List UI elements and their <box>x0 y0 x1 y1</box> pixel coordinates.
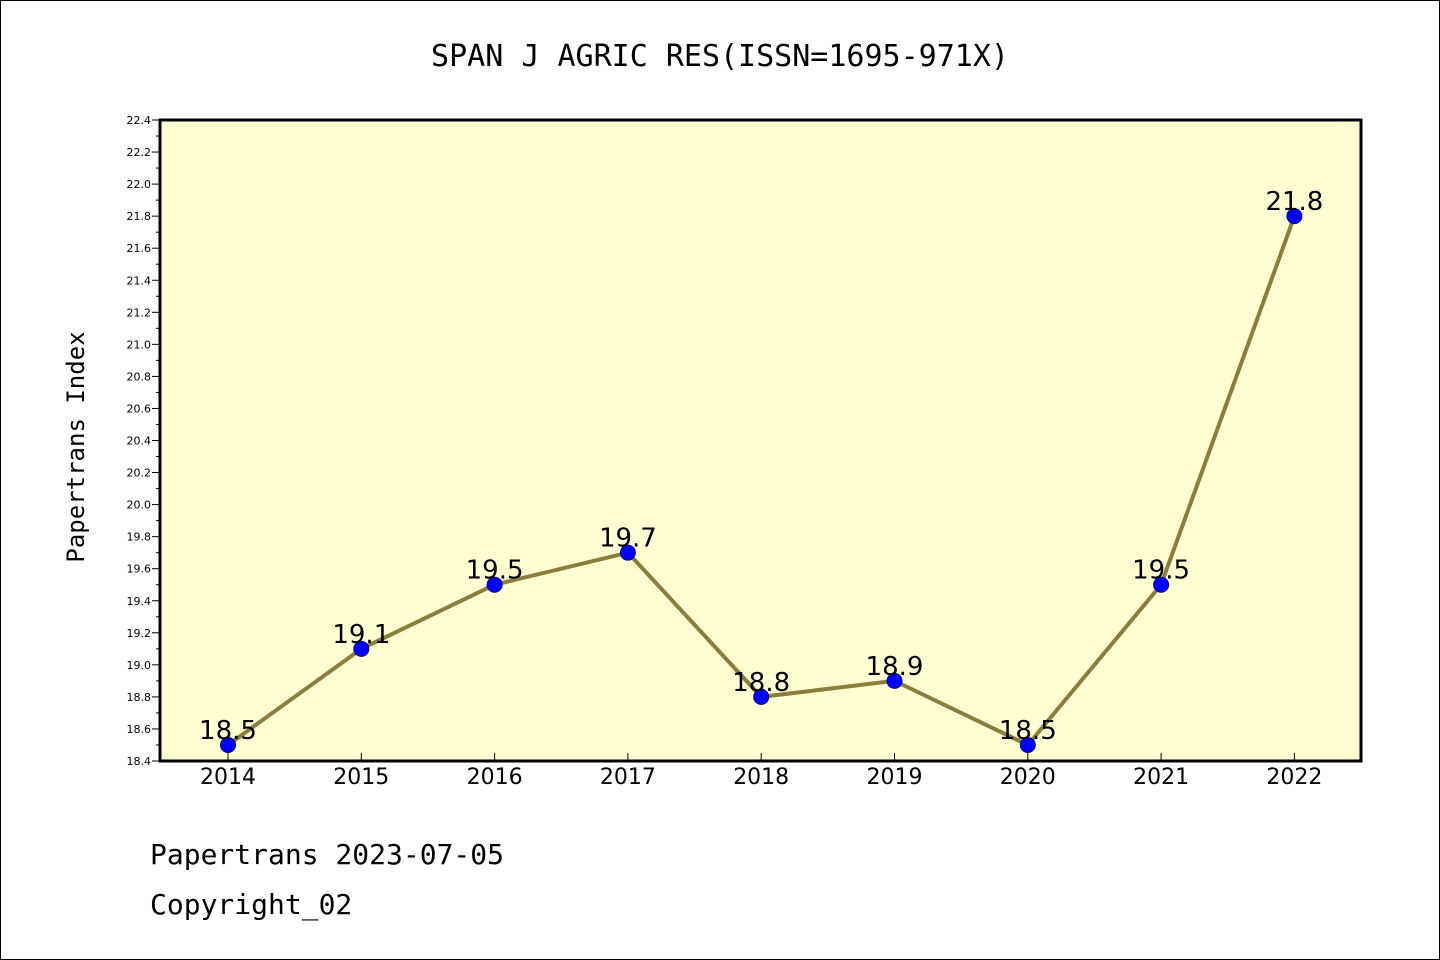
x-tick-label: 2018 <box>733 765 789 790</box>
y-tick-label: 19.8 <box>127 531 152 544</box>
y-tick-label: 18.6 <box>127 723 152 736</box>
data-point <box>1019 736 1036 753</box>
footer-date: Papertrans 2023-07-05 <box>150 838 504 871</box>
y-tick-label: 20.8 <box>127 370 152 383</box>
y-tick-label: 19.6 <box>127 563 152 576</box>
data-label: 19.1 <box>332 620 390 650</box>
data-point <box>1153 576 1170 593</box>
data-point <box>353 640 370 657</box>
data-point <box>886 672 903 689</box>
y-tick-label: 20.6 <box>127 402 152 415</box>
y-axis-label: Papertrans Index <box>62 331 90 562</box>
data-point <box>486 576 503 593</box>
y-axis: 18.4 18.6 18.8 19.0 19.2 19.4 19.6 19.8 20.0 20.2… <box>127 114 160 768</box>
data-label-group: 18.5 19.1 19.5 19.7 18.8 18.9 18.5 19.5 21.8 <box>199 187 1323 746</box>
data-label: 19.5 <box>466 556 524 586</box>
series-group <box>220 208 1303 753</box>
x-tick-label: 2014 <box>200 765 256 790</box>
data-label: 18.5 <box>199 716 257 746</box>
x-tick-label: 2022 <box>1266 765 1322 790</box>
x-tick-label: 2017 <box>600 765 656 790</box>
data-label: 21.8 <box>1265 187 1323 217</box>
x-tick-label: 2020 <box>1000 765 1056 790</box>
y-tick-label: 21.6 <box>127 242 152 255</box>
y-tick-label: 21.0 <box>127 338 152 351</box>
data-label: 19.5 <box>1132 556 1190 586</box>
y-tick-label: 19.0 <box>127 659 152 672</box>
y-tick-label: 18.8 <box>127 691 152 704</box>
y-tick-label: 21.2 <box>127 306 152 319</box>
y-tick-label: 19.4 <box>127 595 152 608</box>
data-label: 18.8 <box>732 668 790 698</box>
chart-title: SPAN J AGRIC RES(ISSN=1695-971X) <box>431 39 1009 74</box>
y-tick-label: 18.4 <box>127 755 152 768</box>
x-tick-label: 2019 <box>867 765 923 790</box>
x-tick-label: 2015 <box>333 765 389 790</box>
data-label: 18.5 <box>999 716 1057 746</box>
y-tick-label: 22.0 <box>127 178 152 191</box>
y-tick-label: 20.0 <box>127 499 152 512</box>
y-tick-label: 22.4 <box>127 114 152 127</box>
data-point <box>1286 208 1303 225</box>
y-tick-label: 21.4 <box>127 274 152 287</box>
data-label: 19.7 <box>599 524 657 554</box>
data-point <box>220 736 236 753</box>
x-tick-label: 2016 <box>467 765 523 790</box>
x-axis: 2014 2015 2016 2017 2018 2019 2020 2021 2022 <box>200 753 1322 790</box>
y-tick-label: 20.4 <box>127 435 152 448</box>
data-point <box>619 544 636 561</box>
y-tick-label: 20.2 <box>127 467 152 480</box>
y-tick-label: 19.2 <box>127 627 152 640</box>
x-tick-label: 2021 <box>1133 765 1189 790</box>
data-point <box>753 688 770 705</box>
footer-copyright: Copyright_02 <box>150 888 352 922</box>
data-label: 18.9 <box>866 652 924 682</box>
y-tick-label: 21.8 <box>127 210 152 223</box>
y-tick-label: 22.2 <box>127 146 152 159</box>
